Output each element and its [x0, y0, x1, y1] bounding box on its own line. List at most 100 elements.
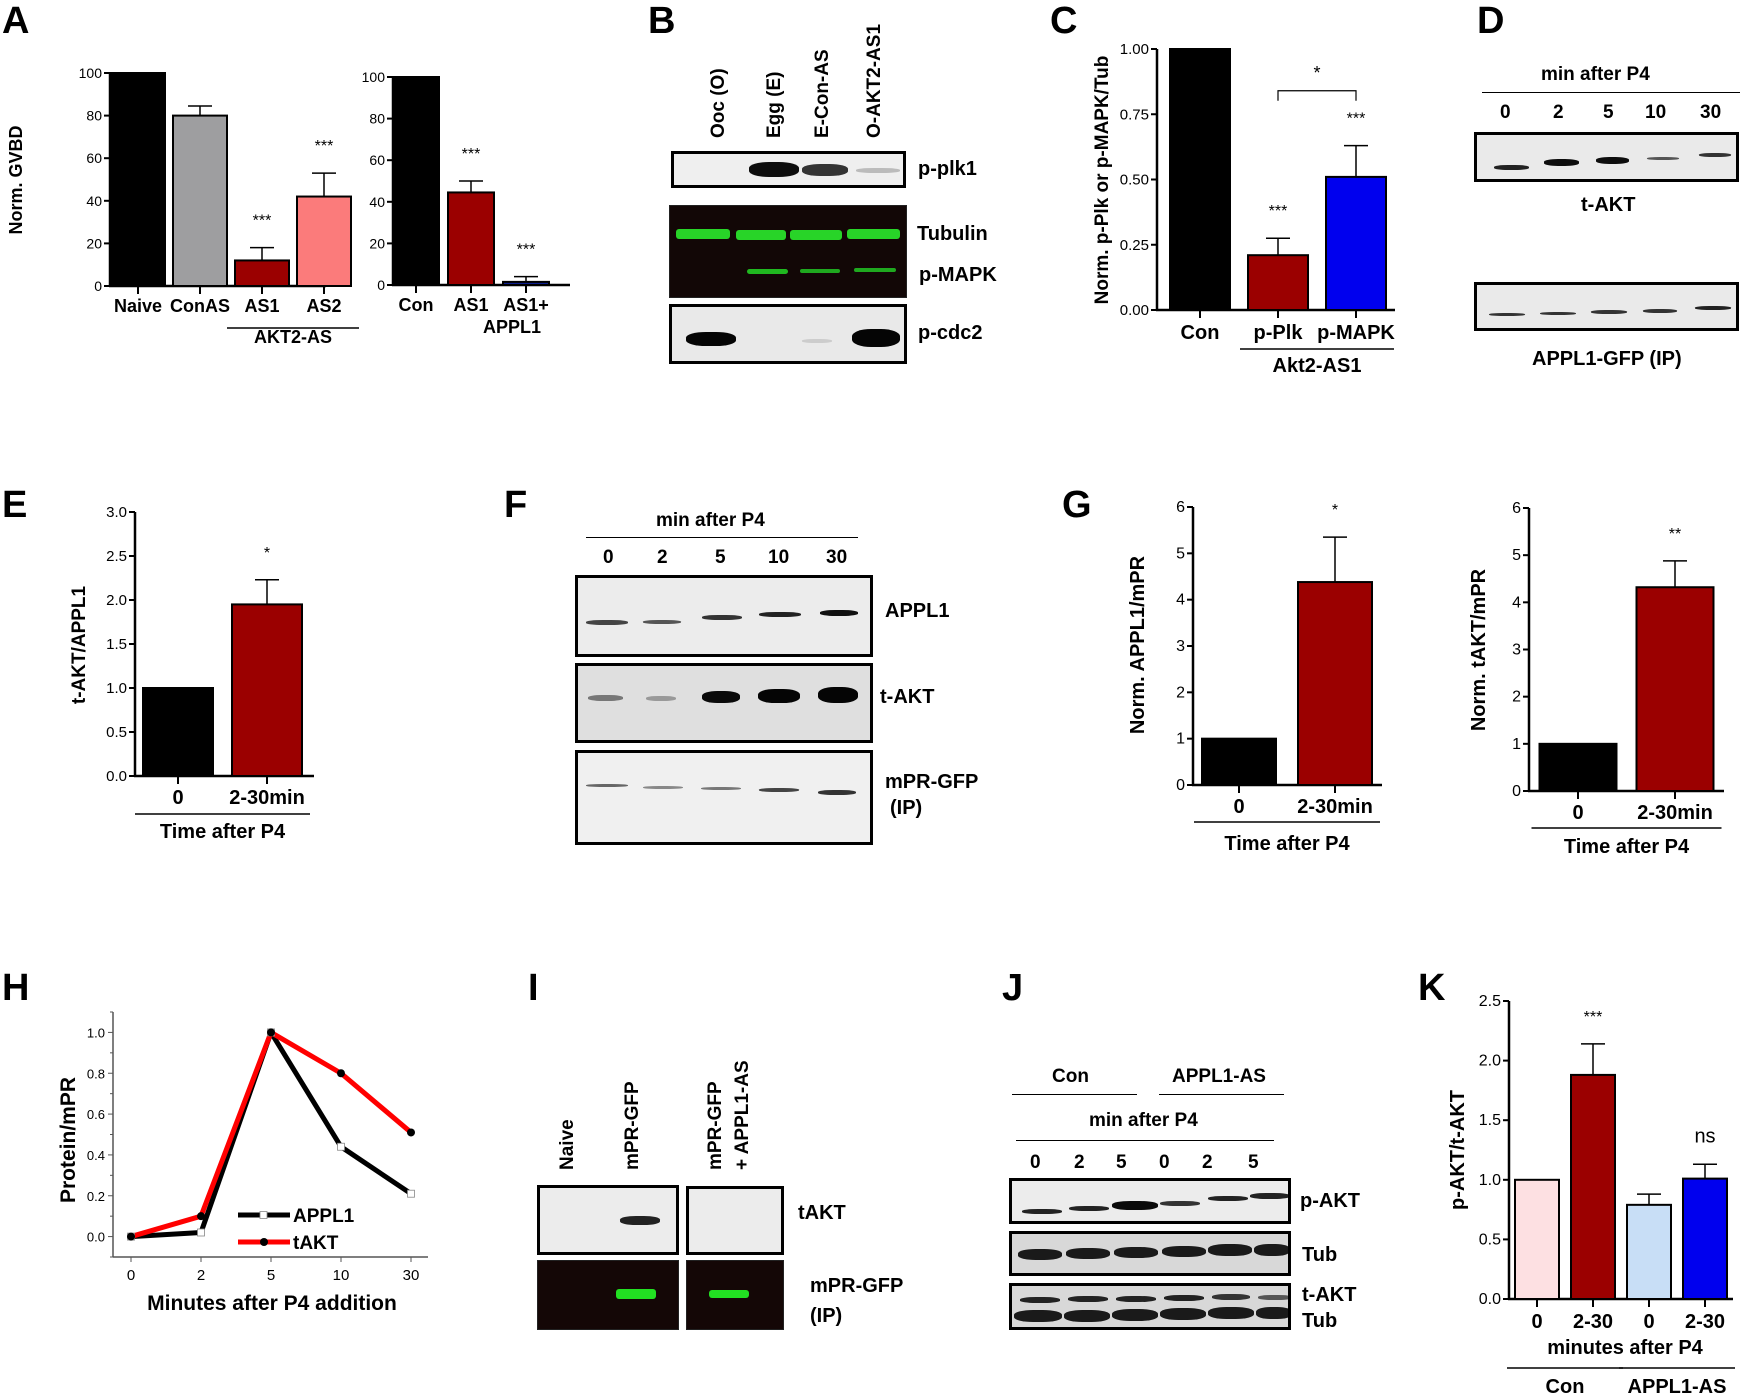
- blot-j-lane-label: 0: [1030, 1152, 1041, 1173]
- significance-bracket: [1277, 90, 1357, 101]
- blot-j-group-line: [1012, 1094, 1137, 1095]
- y-tick-label: 0.5: [1479, 1231, 1501, 1248]
- chart-g-takt-mpr: 0 1 2 3 4 5 6 Norm. tAKT/mPR 0 ** 2-30min Time afte…: [1468, 500, 1724, 858]
- x-axis-label: Minutes after P4 addition: [147, 1292, 397, 1315]
- blot-i-row-label: tAKT: [798, 1202, 846, 1224]
- blot-f-lane-label: 30: [826, 547, 848, 568]
- blot-d-appl1-gfp: [1474, 282, 1739, 331]
- y-tick-label: 0.00: [1120, 302, 1149, 319]
- data-point-takt: [267, 1028, 275, 1037]
- blot-d-row-label: t-AKT: [1581, 194, 1636, 216]
- x-tick-label: 5: [267, 1267, 275, 1284]
- blot-f-lane-label: 2: [657, 547, 668, 568]
- x-category-label: p-Plk: [1254, 322, 1304, 344]
- y-tick-label: 0.50: [1120, 172, 1149, 189]
- data-point-takt: [407, 1128, 415, 1137]
- bar: [172, 114, 228, 287]
- blot-j-takt-tub: [1009, 1283, 1291, 1330]
- blot-j-row-label: t-AKT: [1302, 1284, 1357, 1306]
- y-tick-label: 3.0: [106, 504, 127, 521]
- y-tick-label: 5: [1176, 545, 1185, 562]
- significance-label: **: [1669, 526, 1681, 543]
- x-tick-label: 30: [403, 1267, 420, 1284]
- chart-h-protein-mpr-timecourse: 0.0 0.2 0.4 0.6 0.8 1.0 0 2 5 10 30 Protein/mPR Minu…: [57, 1011, 428, 1315]
- blot-d-lane-label: 10: [1645, 102, 1667, 123]
- x-category-label: 2-30min: [1297, 796, 1373, 818]
- x-category-label: 0: [172, 787, 183, 809]
- x-category-label: AS1: [453, 295, 488, 315]
- x-category-label: Con: [1181, 322, 1220, 344]
- blot-d-lane-label: 30: [1700, 102, 1722, 123]
- y-tick-label: 6: [1512, 500, 1521, 517]
- y-tick-label: 1.00: [1120, 41, 1149, 58]
- blot-j-lane-label: 2: [1202, 1152, 1213, 1173]
- y-tick-label: 1.0: [106, 680, 127, 697]
- blot-j-row-label: Tub: [1302, 1310, 1338, 1332]
- y-tick-label: 0.2: [87, 1189, 105, 1204]
- significance-label: ***: [1269, 203, 1288, 220]
- y-tick-label: 0.4: [87, 1148, 105, 1163]
- y-tick-label: 2: [1512, 689, 1521, 706]
- x-tick-label: 0: [127, 1267, 135, 1284]
- blot-f-lane-label: 0: [603, 547, 614, 568]
- x-category-label: 0: [1531, 1311, 1542, 1333]
- y-tick-label: 100: [362, 69, 386, 85]
- y-tick-label: 0: [94, 278, 102, 294]
- bar: [1201, 737, 1277, 787]
- blot-f-appl1: [575, 575, 873, 657]
- blot-d-lane-label: 2: [1553, 102, 1564, 123]
- group-label: Time after P4: [160, 821, 286, 843]
- y-axis-label: Norm. tAKT/mPR: [1468, 568, 1490, 731]
- panel-letter-f: F: [504, 484, 528, 526]
- panel-letter-e: E: [2, 484, 28, 526]
- blot-d-header: min after P4: [1541, 64, 1650, 85]
- significance-label: ***: [315, 138, 334, 155]
- blot-b-lane-label: E-Con-AS: [812, 49, 833, 138]
- x-category-label: 2-30min: [229, 787, 305, 809]
- bar: [1570, 1073, 1616, 1301]
- blot-j-group-label: APPL1-AS: [1172, 1066, 1266, 1087]
- blot-i-lane-label: mPR-GFP: [622, 1081, 643, 1170]
- blot-f-lane-label: 10: [768, 547, 790, 568]
- x-category-label: AS1: [244, 296, 279, 316]
- legend-label-appl1: APPL1: [293, 1206, 355, 1227]
- y-tick-label: 1.0: [87, 1025, 105, 1040]
- y-tick-label: 1: [1512, 736, 1521, 753]
- blot-j-lane-label: 0: [1159, 1152, 1170, 1173]
- y-tick-label: 0.8: [87, 1066, 105, 1081]
- y-tick-label: 0.0: [87, 1230, 105, 1245]
- group-label: Time after P4: [1564, 836, 1690, 858]
- blot-b-row-label: p-plk1: [918, 158, 977, 180]
- bar: [1682, 1177, 1728, 1301]
- panel-letter-i: I: [528, 967, 539, 1009]
- blot-i-lane-label: Naive: [557, 1119, 578, 1170]
- legend-label-takt: tAKT: [293, 1233, 339, 1254]
- blot-j-group-line: [1159, 1094, 1284, 1095]
- y-tick-label: 0.25: [1120, 237, 1149, 254]
- y-tick-label: 3: [1176, 638, 1185, 655]
- y-tick-label: 6: [1176, 499, 1185, 516]
- blot-f-header-line: [586, 537, 858, 538]
- y-tick-label: 2.0: [1479, 1053, 1501, 1070]
- y-axis-label: p-AKT/t-AKT: [1447, 1090, 1469, 1210]
- blot-d-lane-label: 5: [1603, 102, 1614, 123]
- data-point-appl1: [197, 1228, 205, 1237]
- panel-letter-c: C: [1050, 0, 1078, 42]
- blot-b-pplk1: [671, 151, 906, 188]
- x-tick-label: 2: [197, 1267, 205, 1284]
- group-label: APPL1-AS: [1628, 1376, 1727, 1398]
- blot-f-mpr-gfp: [575, 750, 873, 845]
- blot-f-takt: [575, 663, 873, 743]
- blot-b-pcdc2: [669, 304, 907, 364]
- blot-b-lane-label: O-AKT2-AS1: [864, 23, 885, 138]
- bar: [1626, 1203, 1672, 1301]
- blot-b-lane-label: Egg (E): [764, 71, 785, 139]
- blot-j-tub: [1009, 1231, 1291, 1276]
- y-tick-label: 0.0: [106, 768, 127, 785]
- x-category-label: APPL1: [483, 317, 541, 337]
- blot-i-lane-label: + APPL1-AS: [732, 1060, 753, 1170]
- y-axis-label: Norm. p-Plk or p-MAPK/Tub: [1092, 56, 1113, 305]
- legend-marker-takt: [260, 1238, 268, 1246]
- y-tick-label: 3: [1512, 642, 1521, 659]
- y-tick-label: 20: [86, 235, 102, 251]
